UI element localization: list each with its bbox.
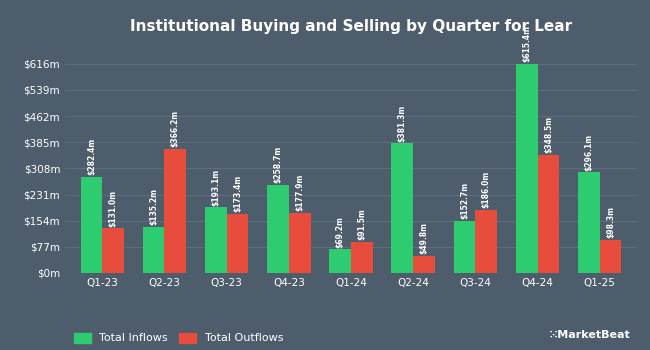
Text: $91.5m: $91.5m [358, 209, 367, 240]
Bar [289, 212, 311, 273]
Text: ⁙MarketBeat: ⁙MarketBeat [549, 329, 630, 340]
Text: $366.2m: $366.2m [171, 110, 180, 147]
Text: $193.1m: $193.1m [211, 169, 220, 206]
Bar [102, 229, 124, 273]
Bar [81, 177, 102, 273]
Text: $186.0m: $186.0m [482, 171, 491, 208]
Text: $173.4m: $173.4m [233, 175, 242, 212]
Text: $98.3m: $98.3m [606, 206, 615, 238]
Text: $131.0m: $131.0m [109, 190, 118, 227]
Text: $177.9m: $177.9m [295, 174, 304, 211]
Bar [143, 227, 164, 273]
Bar [227, 214, 248, 273]
Bar [267, 185, 289, 273]
Bar [330, 250, 351, 273]
Title: Institutional Buying and Selling by Quarter for Lear: Institutional Buying and Selling by Quar… [130, 19, 572, 34]
Text: $69.2m: $69.2m [335, 216, 345, 248]
Text: $615.4m: $615.4m [522, 25, 531, 62]
Bar [351, 242, 372, 273]
Bar [578, 173, 600, 273]
Text: $49.8m: $49.8m [419, 222, 428, 254]
Bar [475, 210, 497, 273]
Bar [205, 208, 227, 273]
Text: $348.5m: $348.5m [544, 116, 553, 153]
Bar [454, 221, 475, 273]
Bar [538, 155, 559, 273]
Text: $135.2m: $135.2m [149, 188, 158, 225]
Text: $282.4m: $282.4m [87, 138, 96, 175]
Bar [600, 240, 621, 273]
Bar [164, 149, 187, 273]
Bar [391, 144, 413, 273]
Text: $296.1m: $296.1m [584, 134, 593, 171]
Text: $152.7m: $152.7m [460, 182, 469, 219]
Text: $258.7m: $258.7m [274, 146, 283, 183]
Bar [413, 256, 435, 273]
Legend: Total Inflows, Total Outflows: Total Inflows, Total Outflows [71, 329, 287, 347]
Bar [515, 64, 538, 273]
Text: $381.3m: $381.3m [398, 105, 407, 142]
